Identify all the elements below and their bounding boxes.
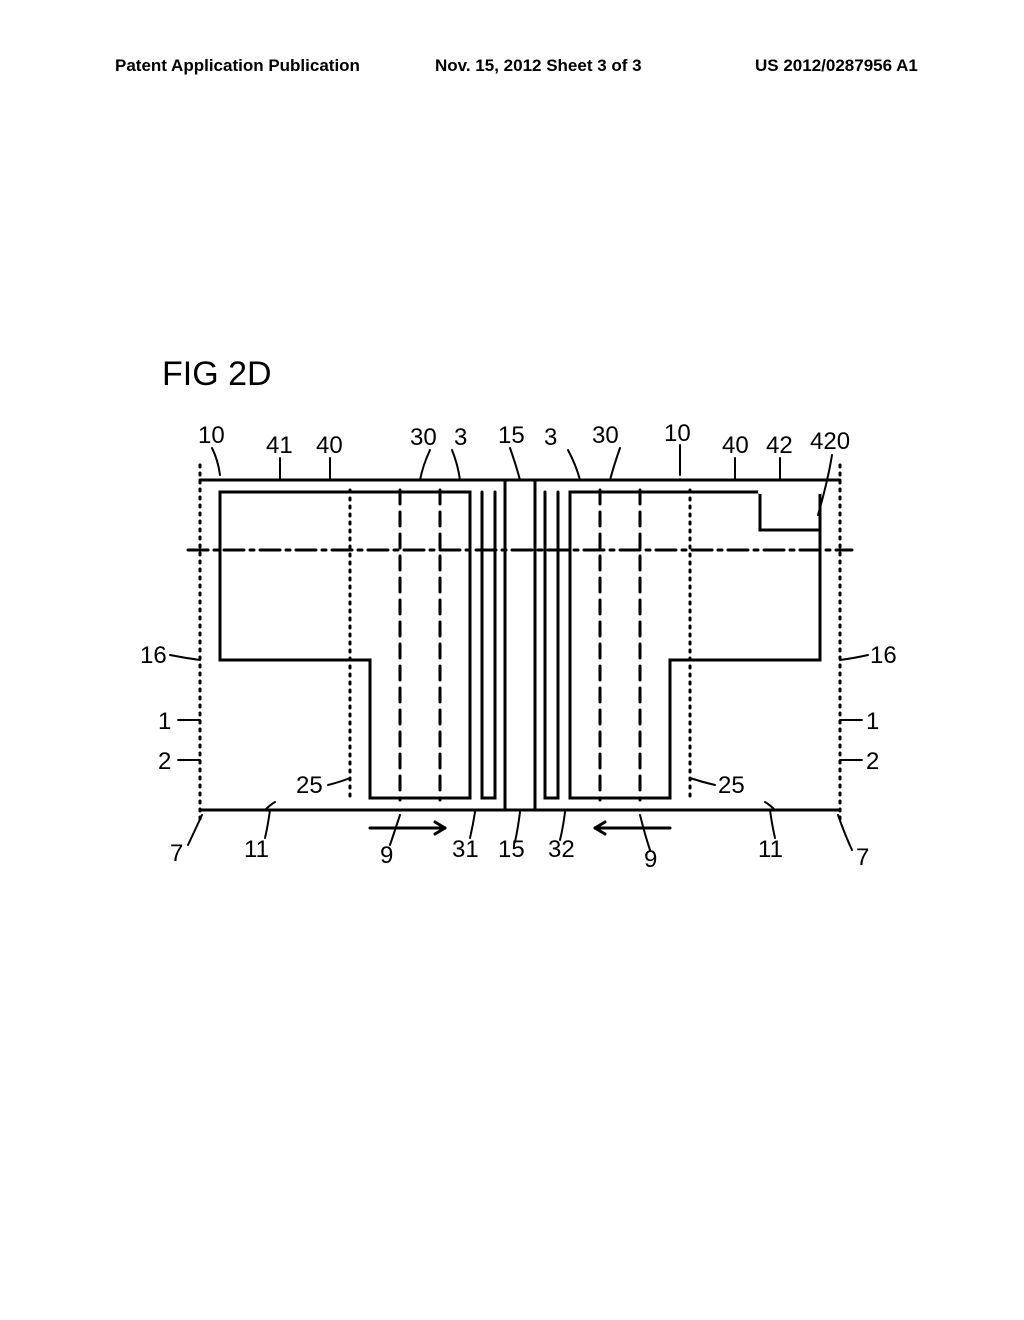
label-9-left: 9 xyxy=(380,842,393,870)
label-9-right: 9 xyxy=(644,846,657,874)
label-25-left: 25 xyxy=(296,772,323,800)
label-15-bot: 15 xyxy=(498,836,525,864)
label-30-left: 30 xyxy=(410,424,437,452)
label-40-left: 40 xyxy=(316,432,343,460)
label-41: 41 xyxy=(266,432,293,460)
label-30-right: 30 xyxy=(592,422,619,450)
label-3-right: 3 xyxy=(544,424,557,452)
figure-2d-diagram: 10 41 40 30 3 15 3 30 10 40 42 420 16 1 … xyxy=(140,420,900,890)
label-1-left: 1 xyxy=(158,708,171,736)
header-center: Nov. 15, 2012 Sheet 3 of 3 xyxy=(435,56,642,76)
label-31: 31 xyxy=(452,836,479,864)
label-2-right: 2 xyxy=(866,748,879,776)
label-11-right: 11 xyxy=(758,836,783,864)
label-16-left: 16 xyxy=(140,642,167,670)
label-40-right: 40 xyxy=(722,432,749,460)
label-16-right: 16 xyxy=(870,642,897,670)
figure-title: FIG 2D xyxy=(162,355,272,394)
label-11-left: 11 xyxy=(244,836,269,864)
label-1-right: 1 xyxy=(866,708,879,736)
label-7-right: 7 xyxy=(856,844,869,872)
label-420: 420 xyxy=(810,428,850,456)
label-10-left: 10 xyxy=(198,422,225,450)
label-3-left: 3 xyxy=(454,424,467,452)
label-7-left: 7 xyxy=(170,840,183,868)
header-right: US 2012/0287956 A1 xyxy=(755,56,918,76)
label-32: 32 xyxy=(548,836,575,864)
label-42: 42 xyxy=(766,432,793,460)
label-25-right: 25 xyxy=(718,772,745,800)
label-2-left: 2 xyxy=(158,748,171,776)
label-15-top: 15 xyxy=(498,422,525,450)
header-left: Patent Application Publication xyxy=(115,56,360,76)
label-10-right: 10 xyxy=(664,420,691,448)
